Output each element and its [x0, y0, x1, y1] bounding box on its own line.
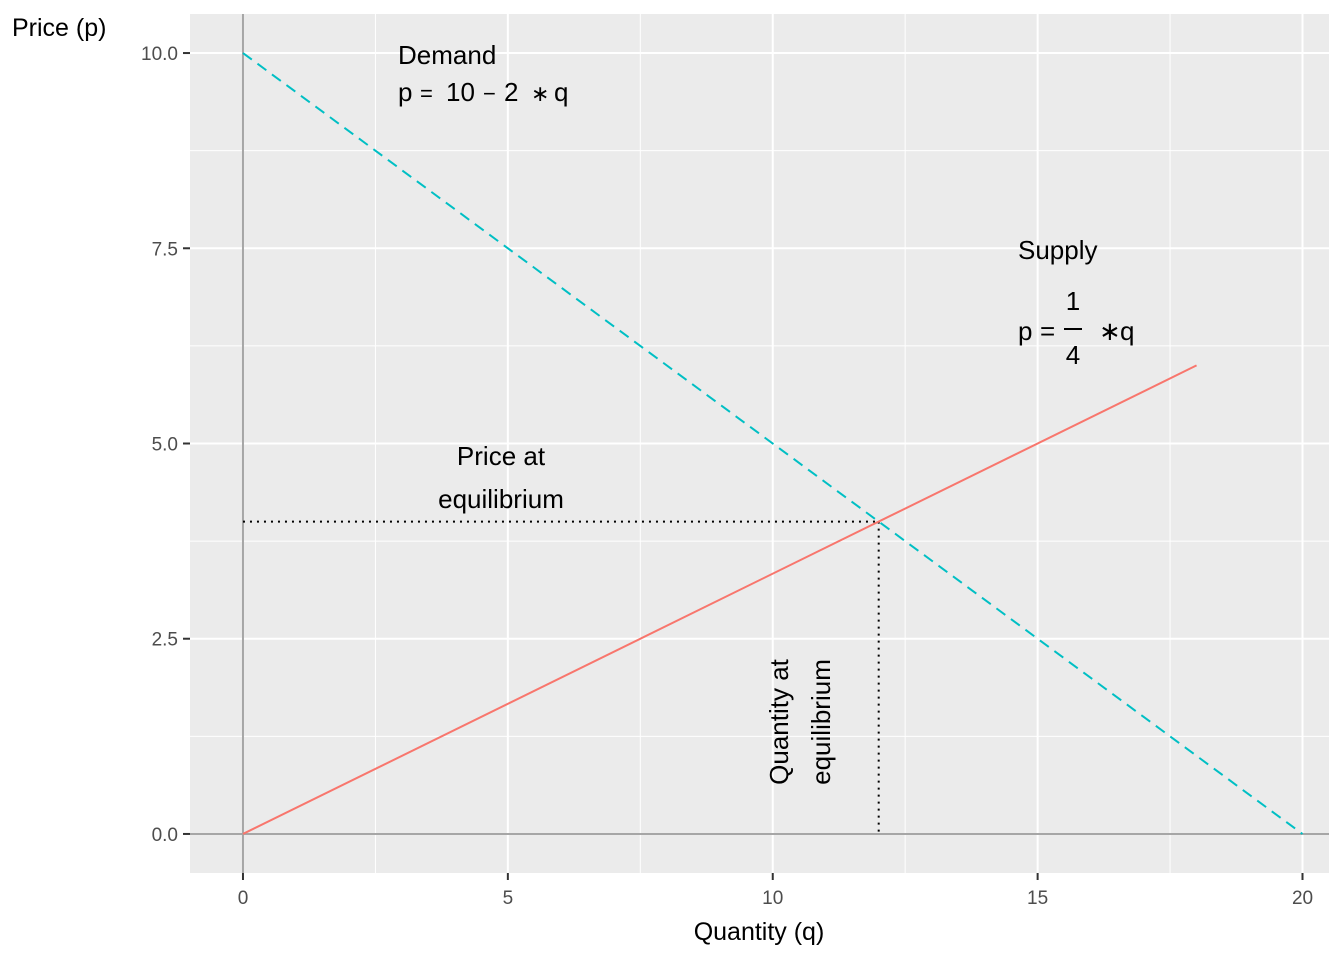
- price-at-equilibrium-label-line1: Price at: [457, 441, 546, 471]
- demand-title: Demand: [398, 40, 496, 70]
- reference-axes: [190, 14, 1329, 873]
- supply-line: [242, 364, 1197, 835]
- y-tick-label: 7.5: [152, 239, 178, 260]
- x-tick-label: 10: [762, 888, 783, 909]
- supply-equation: p = 1 4 ∗ q: [1018, 286, 1134, 370]
- y-tick-label: 10.0: [141, 44, 178, 65]
- x-tick-label: 20: [1292, 888, 1313, 909]
- x-tick-label: 5: [503, 888, 514, 909]
- supply-eq-q: q: [1120, 316, 1134, 346]
- supply-eq-p: p: [1018, 316, 1032, 346]
- supply-eq-equals: =: [1040, 316, 1055, 346]
- supply-eq-denominator: 4: [1066, 340, 1080, 370]
- supply-eq-times: ∗: [1099, 316, 1121, 346]
- series-lines: [242, 52, 1304, 835]
- x-tick-label: 0: [238, 888, 249, 909]
- demand-line: [242, 52, 1304, 835]
- y-tick-label: 2.5: [152, 630, 178, 651]
- y-axis-title: Price (p): [12, 14, 106, 42]
- x-tick-label: 15: [1027, 888, 1048, 909]
- supply-eq-numerator: 1: [1066, 286, 1080, 316]
- axis-ticks: 0 5 10 15 20 0.0 2.5 5.0 7.5 10.0: [141, 44, 1313, 909]
- supply-title: Supply: [1018, 235, 1098, 265]
- y-tick-label: 0.0: [152, 825, 178, 846]
- quantity-at-equilibrium-label-line1: Quantity at: [764, 658, 794, 785]
- x-axis-title: Quantity (q): [694, 918, 825, 946]
- demand-equation: p = 10 − 2 ∗ q: [398, 77, 568, 107]
- price-at-equilibrium-label-line2: equilibrium: [438, 484, 564, 514]
- y-tick-label: 5.0: [152, 435, 178, 456]
- equilibrium-guides: [242, 520, 880, 834]
- quantity-at-equilibrium-label-line2: equilibrium: [806, 659, 836, 785]
